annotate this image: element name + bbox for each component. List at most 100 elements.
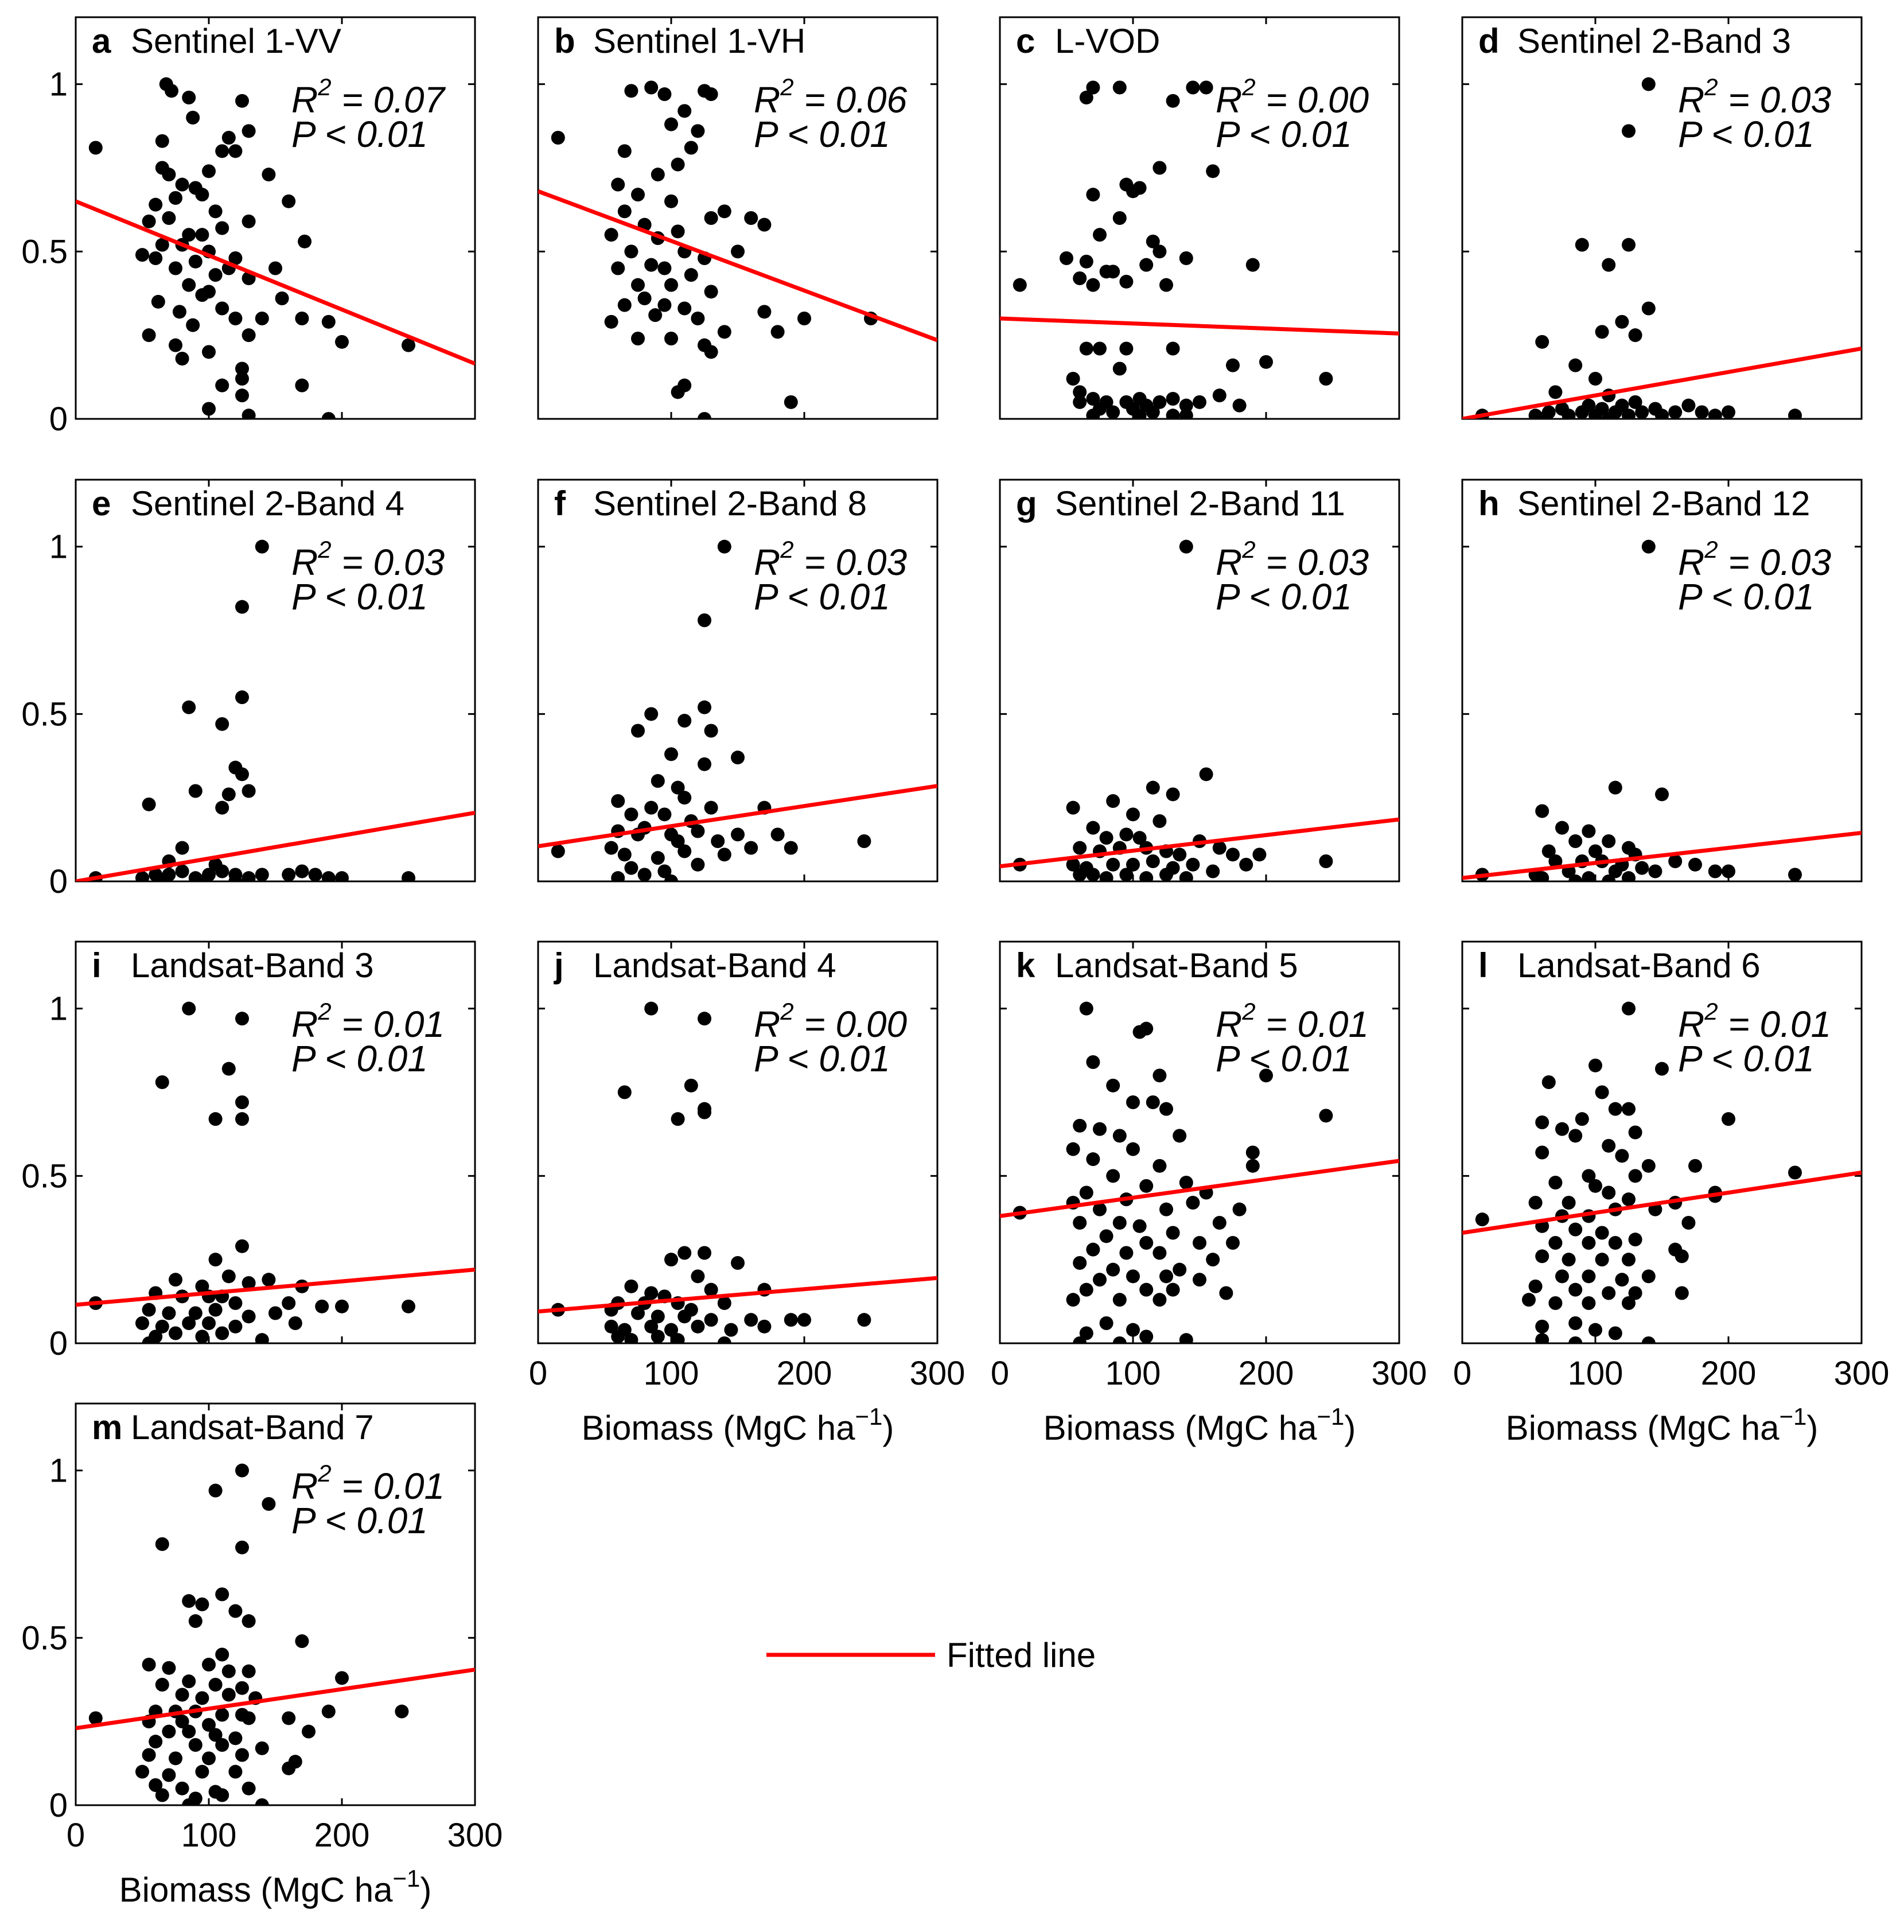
data-point xyxy=(1139,1330,1154,1343)
y-tick-label: 0.5 xyxy=(21,233,68,270)
data-point xyxy=(182,1001,196,1016)
data-point xyxy=(678,104,692,118)
data-point xyxy=(657,261,672,275)
data-point xyxy=(664,278,678,292)
data-point xyxy=(1568,1336,1583,1343)
data-point xyxy=(624,807,638,822)
x-tick-label: 0 xyxy=(1453,1355,1471,1392)
x-tick-label: 0 xyxy=(991,1355,1009,1392)
data-point xyxy=(1139,871,1154,881)
data-point xyxy=(657,864,672,878)
data-point xyxy=(698,613,711,627)
r-squared-stat: R2 = 0.03 xyxy=(1678,73,1831,120)
p-value-stat: P < 0.01 xyxy=(1678,1038,1815,1079)
data-point xyxy=(1245,1145,1260,1160)
data-point xyxy=(1126,1269,1140,1284)
data-point xyxy=(1675,1249,1689,1264)
data-point xyxy=(1106,1078,1120,1093)
data-point xyxy=(235,1540,249,1554)
data-point xyxy=(175,177,189,192)
data-point xyxy=(1475,1212,1489,1227)
data-point xyxy=(175,864,189,878)
data-point xyxy=(1622,1192,1636,1207)
data-point xyxy=(1099,265,1113,279)
data-point xyxy=(1146,234,1160,248)
data-point xyxy=(1608,1102,1622,1116)
data-point xyxy=(704,211,718,225)
panel-letter: k xyxy=(1016,946,1035,985)
fitted-line xyxy=(538,189,937,343)
data-point xyxy=(678,301,692,316)
data-point xyxy=(704,1313,718,1327)
panel-m: 0 0.5 1 0 100 200 300 Biomass (MgC ha−1) m Landsa… xyxy=(21,1402,503,1909)
data-point xyxy=(631,1306,645,1320)
data-point xyxy=(186,111,200,125)
data-point xyxy=(1622,1102,1636,1116)
y-tick-label: 1 xyxy=(49,66,68,103)
data-point xyxy=(1152,1293,1167,1307)
data-point xyxy=(691,824,705,838)
data-point xyxy=(182,1674,196,1689)
data-point xyxy=(644,1319,659,1334)
data-point xyxy=(195,874,209,881)
data-point xyxy=(1093,1122,1107,1136)
data-point xyxy=(255,868,269,881)
data-point xyxy=(704,724,718,738)
data-point xyxy=(617,1085,632,1099)
data-point xyxy=(1106,1169,1120,1183)
panel-title: Landsat-Band 7 xyxy=(131,1408,374,1447)
data-point xyxy=(288,1316,302,1330)
data-point xyxy=(298,234,312,248)
data-point xyxy=(1199,80,1213,95)
data-point xyxy=(1206,1253,1220,1267)
data-point xyxy=(644,800,659,815)
data-point xyxy=(1688,857,1702,872)
data-point xyxy=(1655,1062,1669,1076)
data-point xyxy=(1086,278,1100,292)
data-point xyxy=(142,1748,156,1762)
r-squared-value: = 0.03 xyxy=(1718,79,1832,120)
data-point xyxy=(208,1303,223,1317)
data-point xyxy=(1588,1058,1602,1072)
panel-letter: j xyxy=(554,946,564,985)
r-symbol: R xyxy=(754,542,780,583)
data-point xyxy=(169,1273,182,1287)
data-point xyxy=(1582,1269,1596,1284)
data-point xyxy=(1073,1216,1087,1230)
data-point xyxy=(704,285,718,299)
x-tick-label: 200 xyxy=(1701,1355,1757,1392)
data-point xyxy=(1628,1233,1642,1247)
fitted-line xyxy=(76,1268,475,1307)
data-point xyxy=(195,1330,209,1343)
panel-title: L-VOD xyxy=(1055,22,1160,60)
panel-c: c L-VOD R2 = 0.00P < 0.01 xyxy=(999,16,1400,420)
panel-letter: b xyxy=(554,22,575,60)
data-point xyxy=(611,794,625,808)
data-point xyxy=(1535,1333,1549,1343)
r-squared-exponent: 2 xyxy=(780,73,793,100)
data-point xyxy=(1173,848,1187,862)
panel-letter: a xyxy=(92,22,111,60)
data-point xyxy=(135,248,149,262)
data-point xyxy=(1159,1102,1173,1116)
data-point xyxy=(155,1075,169,1089)
r-squared-exponent: 2 xyxy=(1241,998,1255,1025)
data-point xyxy=(1112,211,1127,225)
data-point xyxy=(1173,1262,1187,1277)
data-point xyxy=(195,1764,209,1779)
data-point xyxy=(142,797,156,811)
data-point xyxy=(1535,412,1549,419)
data-point xyxy=(1588,844,1602,858)
data-point xyxy=(651,851,665,865)
panel-title: Sentinel 2-Band 3 xyxy=(1517,22,1791,60)
data-point xyxy=(757,305,772,319)
r-squared-exponent: 2 xyxy=(1704,536,1718,563)
data-point xyxy=(1595,325,1609,339)
data-point xyxy=(242,871,256,881)
data-point xyxy=(1615,1149,1629,1163)
data-point xyxy=(242,1309,256,1324)
data-point xyxy=(202,1658,216,1671)
fitted-line xyxy=(76,199,475,366)
data-point xyxy=(1152,244,1167,259)
data-point xyxy=(162,1768,176,1782)
